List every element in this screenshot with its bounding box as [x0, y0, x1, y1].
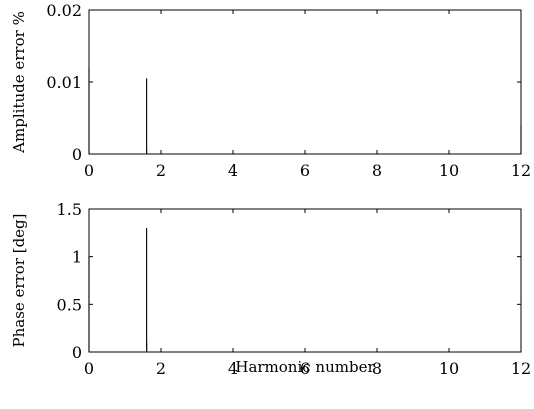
- amplitude-x-tick-label: 2: [156, 161, 166, 180]
- phase-y-tick-label: 0.5: [57, 295, 82, 314]
- amplitude-x-tick-label: 0: [84, 161, 94, 180]
- phase-x-tick-label: 10: [439, 359, 459, 378]
- phase-error-chart: 0 2 4 6 8 10 12 0 0.5 1 1.5 Phase error [deg] Harmon…: [10, 200, 531, 378]
- amplitude-x-tick-label: 4: [228, 161, 238, 180]
- amplitude-error-chart: 0 2 4 6 8 10 12 0 0.01 0.02 Amplitude error %: [10, 1, 531, 180]
- amplitude-y-tick-label: 0: [72, 145, 82, 164]
- phase-x-tick-label: 0: [84, 359, 94, 378]
- phase-x-tick-label: 2: [156, 359, 166, 378]
- phase-y-axis-title: Phase error [deg]: [10, 213, 28, 347]
- amplitude-x-tick-label: 12: [511, 161, 531, 180]
- amplitude-plot-frame: [88, 9, 522, 155]
- phase-x-tick-label: 4: [228, 359, 238, 378]
- phase-x-axis-title: Harmonic number: [235, 358, 375, 376]
- amplitude-x-tick-label: 8: [372, 161, 382, 180]
- phase-y-tick-label: 1.5: [57, 200, 82, 219]
- amplitude-y-tick-label: 0.01: [46, 73, 82, 92]
- phase-plot-frame: [88, 208, 522, 353]
- phase-y-tick-label: 1: [72, 248, 82, 267]
- amplitude-y-tick-label: 0.02: [46, 1, 82, 20]
- phase-y-tick-label: 0: [72, 343, 82, 362]
- phase-x-tick-label: 12: [511, 359, 531, 378]
- phase-x-tick-label: 8: [372, 359, 382, 378]
- phase-x-tick-label: 6: [300, 359, 310, 378]
- amplitude-x-tick-label: 10: [439, 161, 459, 180]
- amplitude-y-axis-title: Amplitude error %: [10, 11, 28, 154]
- amplitude-x-tick-label: 6: [300, 161, 310, 180]
